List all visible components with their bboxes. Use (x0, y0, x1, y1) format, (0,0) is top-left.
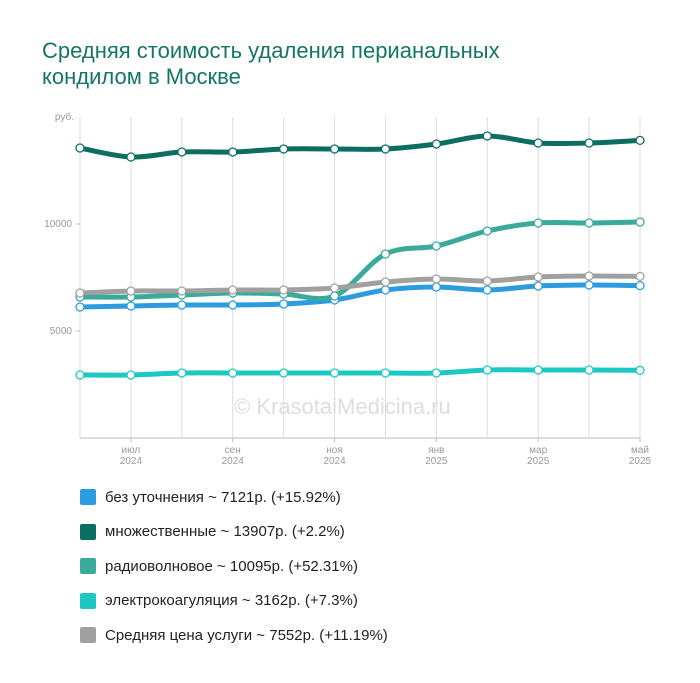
y-tick-label: 10000 (44, 219, 72, 230)
legend-swatch (80, 558, 96, 574)
legend-item: без уточнения ~ 7121р. (+15.92%) (80, 487, 341, 507)
point (177, 286, 187, 296)
point (380, 285, 391, 295)
point (228, 147, 238, 157)
series (75, 365, 645, 380)
legend-swatch (80, 627, 96, 643)
point (482, 276, 492, 286)
point (380, 277, 391, 287)
point (75, 288, 85, 298)
point (278, 144, 289, 154)
point (533, 138, 543, 148)
point (126, 370, 136, 380)
x-tick-label: янв 2025 (425, 445, 448, 467)
x-tick-label: июл 2024 (119, 445, 143, 467)
line (77, 367, 643, 378)
point (635, 271, 645, 282)
point (329, 291, 340, 301)
point (584, 280, 594, 290)
point (177, 368, 187, 378)
point (431, 241, 442, 251)
point (635, 365, 645, 375)
series (75, 131, 645, 162)
x-tick-label: сен 2024 (221, 445, 244, 467)
y-tick-label: 5000 (50, 326, 73, 337)
point (482, 365, 492, 375)
legend-label: Средняя цена услуги ~ 7552р. (+11.19%) (105, 626, 388, 644)
point (278, 368, 289, 378)
point (431, 139, 442, 149)
point (482, 285, 492, 295)
point (126, 301, 136, 311)
legend-item: множественные ~ 13907р. (+2.2%) (80, 522, 345, 542)
legend-label: множественные ~ 13907р. (+2.2%) (105, 523, 345, 540)
x-tick-label: май 2025 (628, 445, 652, 467)
series (75, 271, 645, 298)
point (177, 147, 187, 157)
point (329, 368, 340, 378)
point (75, 302, 85, 312)
legend-swatch (80, 592, 96, 609)
point (635, 135, 645, 146)
point (584, 218, 594, 228)
point (75, 143, 85, 153)
point (431, 368, 442, 378)
point (431, 282, 442, 292)
point (278, 299, 289, 309)
point (228, 285, 238, 295)
point (584, 271, 594, 281)
point (380, 249, 391, 259)
chart-title: Средняя стоимость удаления перианальных … (42, 38, 500, 89)
legend-label: радиоволновое ~ 10095р. (+52.31%) (105, 557, 358, 575)
point (380, 144, 391, 154)
point (431, 274, 442, 284)
point (533, 281, 543, 291)
legend-label: электрокоагуляция ~ 3162р. (+7.3%) (105, 592, 358, 609)
legend-label: без уточнения ~ 7121р. (+15.92%) (105, 488, 341, 506)
point (533, 272, 543, 282)
point (329, 144, 340, 154)
point (533, 365, 543, 375)
line (77, 133, 643, 160)
legend-item: Средняя цена услуги ~ 7552р. (+11.19%) (80, 625, 388, 645)
legend-item: радиоволновое ~ 10095р. (+52.31%) (80, 556, 358, 576)
point (635, 217, 645, 227)
watermark: © KrasotaiMedicina.ru (234, 394, 451, 419)
point (584, 138, 594, 148)
y-axis-label: руб. (55, 111, 74, 123)
x-tick-label: мар 2025 (527, 445, 550, 467)
legend-swatch (80, 489, 96, 505)
point (482, 226, 492, 236)
point (533, 218, 543, 228)
point (635, 280, 645, 291)
point (228, 368, 238, 378)
legend-swatch (80, 523, 96, 540)
point (584, 365, 594, 375)
point (126, 286, 136, 296)
point (126, 152, 136, 162)
point (177, 300, 187, 310)
point (228, 300, 238, 310)
point (380, 368, 391, 378)
point (329, 283, 340, 293)
legend-item: электрокоагуляция ~ 3162р. (+7.3%) (80, 591, 358, 611)
point (482, 131, 492, 141)
point (278, 285, 289, 295)
x-tick-label: ноя 2024 (323, 445, 346, 467)
point (75, 370, 85, 380)
